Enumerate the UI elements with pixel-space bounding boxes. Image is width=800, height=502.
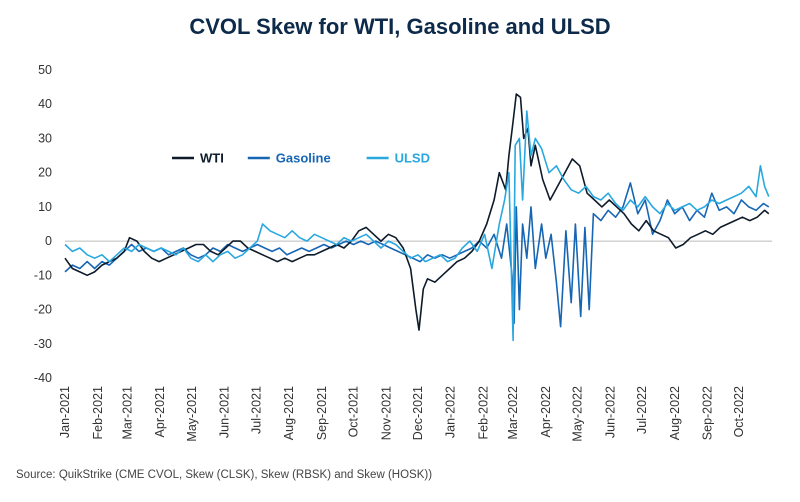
y-tick-label: 10 <box>38 200 52 214</box>
x-tick-label: Aug-2022 <box>668 386 682 440</box>
y-tick-label: 40 <box>38 97 52 111</box>
x-axis: Jan-2021 Feb-2021 Mar-2021 Apr-2021 May-2021… <box>58 386 746 442</box>
series-line-gasoline <box>64 182 770 328</box>
x-tick-label: Mar-2022 <box>506 386 520 440</box>
source-note: Source: QuikStrike (CME CVOL, Skew (CLSK… <box>16 469 433 481</box>
y-tick-label: 50 <box>38 63 52 77</box>
x-tick-label: Oct-2022 <box>732 386 746 437</box>
y-axis: 50 40 30 20 10 0 -10 -20 -30 -40 <box>34 63 52 385</box>
legend-label-gasoline: Gasoline <box>276 151 331 166</box>
y-tick-label: -30 <box>34 337 52 351</box>
x-tick-label: Nov-2021 <box>379 386 393 440</box>
x-tick-label: Jan-2021 <box>58 386 72 438</box>
legend-label-ulsd: ULSD <box>395 151 430 166</box>
series-lines <box>64 93 770 342</box>
series-line-wti <box>64 93 770 331</box>
chart-title: CVOL Skew for WTI, Gasoline and ULSD <box>189 14 611 39</box>
y-tick-label: 20 <box>38 166 52 180</box>
x-tick-label: Oct-2021 <box>347 386 361 437</box>
y-tick-label: -20 <box>34 303 52 317</box>
y-tick-label: 30 <box>38 131 52 145</box>
x-tick-label: Aug-2021 <box>282 386 296 440</box>
legend: WTI Gasoline ULSD <box>172 151 430 166</box>
x-tick-label: Jul-2022 <box>635 386 649 434</box>
y-tick-label: -10 <box>34 268 52 282</box>
x-tick-label: Feb-2022 <box>476 386 490 440</box>
x-tick-label: May-2021 <box>185 386 199 442</box>
x-tick-label: Jun-2021 <box>218 386 232 438</box>
y-tick-label: -40 <box>34 371 52 385</box>
x-tick-label: May-2022 <box>571 386 585 442</box>
y-tick-label: 0 <box>45 234 52 248</box>
x-tick-label: Jun-2022 <box>603 386 617 438</box>
x-tick-label: Jul-2021 <box>249 386 263 434</box>
legend-label-wti: WTI <box>200 151 224 166</box>
series-line-ulsd <box>64 110 770 342</box>
x-tick-label: Dec-2021 <box>411 386 425 440</box>
x-tick-label: Sep-2022 <box>701 386 715 440</box>
x-tick-label: Sep-2021 <box>315 386 329 440</box>
x-tick-label: Mar-2021 <box>120 386 134 440</box>
x-tick-label: Apr-2022 <box>539 386 553 437</box>
x-tick-label: Feb-2021 <box>91 386 105 440</box>
x-tick-label: Jan-2022 <box>444 386 458 438</box>
x-tick-label: Apr-2021 <box>153 386 167 437</box>
